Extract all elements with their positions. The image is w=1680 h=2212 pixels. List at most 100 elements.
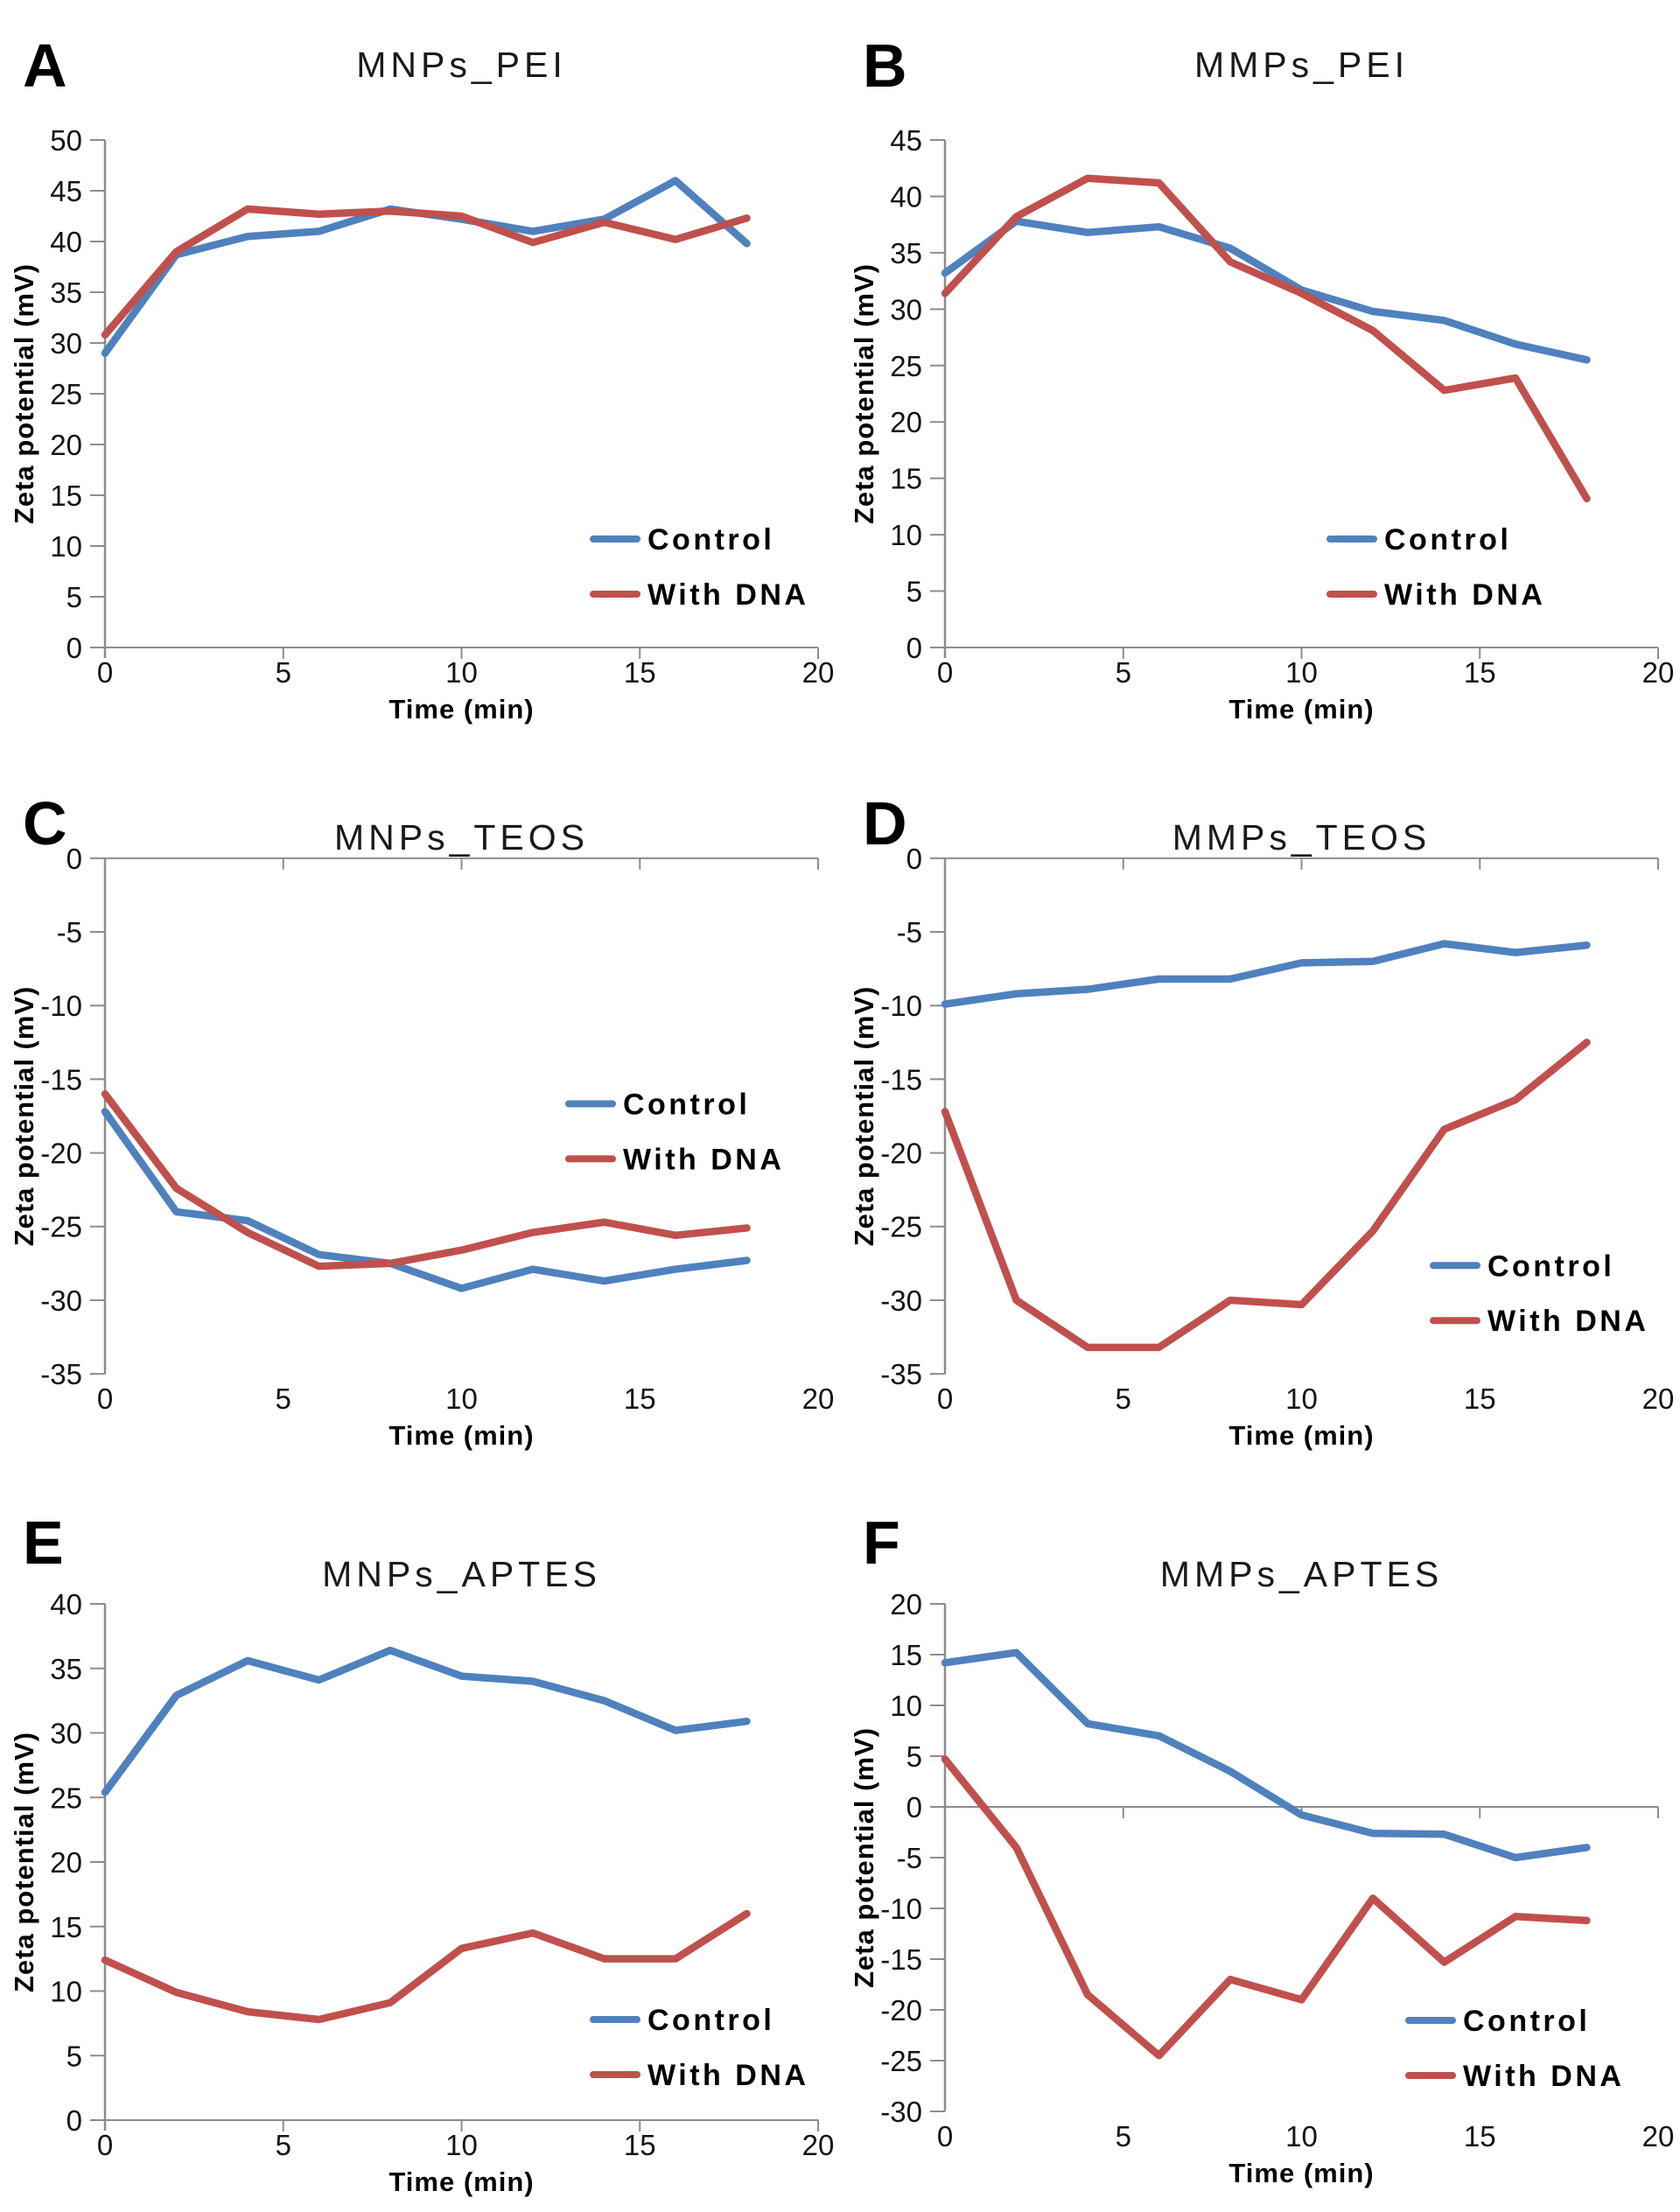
- panel-f-chart: F MMPs_APTES -30 -25 -20 -15 -10 -5 0 5 10 15 20 0 5 10…: [849, 1508, 1675, 2188]
- x-tick-label: 5: [1116, 1382, 1131, 1415]
- y-tick-label: 35: [50, 1653, 82, 1685]
- legend-with-dna-label: With DNA: [1488, 1305, 1648, 1338]
- panel-title: MNPs_APTES: [322, 1554, 601, 1594]
- y-tick-label: -10: [880, 990, 922, 1022]
- x-tick-label: 0: [97, 1382, 113, 1415]
- y-tick-label: 0: [66, 2104, 82, 2137]
- x-tick-label: 5: [276, 2129, 291, 2161]
- x-tick-label: 10: [1285, 656, 1318, 689]
- y-tick-label: 20: [890, 406, 922, 438]
- control-series-line: [941, 217, 1591, 364]
- y-tick-label: -10: [880, 1893, 922, 1925]
- control-series-line: [941, 1648, 1591, 1862]
- y-tick-label: 30: [50, 327, 82, 360]
- y-tick-label: -35: [880, 1358, 922, 1390]
- with-dna-series-line: [101, 1909, 751, 2024]
- y-tick-label: -30: [880, 2096, 922, 2128]
- control-series-line: [101, 1108, 751, 1292]
- x-tick-label: 0: [937, 656, 953, 689]
- panel-c-chart: C MNPs_TEOS -35 -30 -25 -20 -15 -10 -5 0 0 5 10 15 20 T…: [9, 789, 835, 1451]
- y-tick-label: 15: [50, 1911, 82, 1943]
- y-tick-label: 50: [50, 124, 82, 157]
- legend-control-label: Control: [1488, 1250, 1614, 1283]
- y-tick-label: 0: [906, 632, 922, 664]
- y-tick-label: 0: [66, 632, 82, 664]
- x-tick-label: 10: [445, 1382, 478, 1415]
- x-tick-label: 5: [276, 1382, 291, 1415]
- panel-title: MMPs_PEI: [1194, 45, 1409, 85]
- panel-letter: F: [863, 1508, 900, 1577]
- legend-with-dna-label: With DNA: [623, 1143, 784, 1176]
- x-tick-label: 15: [624, 1382, 656, 1415]
- panel-b-chart: B MMPs_PEI 0 5 10 15 20 25 30 35 40 45 0 5 10 15 20 Time …: [849, 32, 1675, 724]
- y-tick-label: 0: [66, 843, 82, 875]
- x-tick-label: 0: [937, 1382, 953, 1415]
- with-dna-series-line: [941, 174, 1591, 503]
- control-series-line: [941, 940, 1591, 1008]
- with-dna-series-line: [101, 205, 751, 339]
- x-tick-label: 20: [1642, 1382, 1675, 1415]
- y-tick-label: -30: [880, 1284, 922, 1317]
- x-tick-label: 20: [802, 656, 835, 689]
- x-tick-label: 15: [1464, 2120, 1496, 2152]
- legend-with-dna-label: With DNA: [648, 578, 808, 612]
- y-tick-label: 25: [890, 350, 922, 382]
- y-axis-title: Zeta potential (mV): [9, 263, 39, 524]
- y-axis-title: Zeta potential (mV): [849, 263, 879, 524]
- x-axis-title: Time (min): [388, 694, 534, 724]
- control-series-line: [101, 177, 751, 357]
- x-tick-label: 20: [802, 1382, 835, 1415]
- y-tick-label: -5: [897, 916, 922, 948]
- legend-with-dna-label: With DNA: [1463, 2060, 1624, 2093]
- y-tick-label: 30: [50, 1718, 82, 1750]
- panel-e: E MNPs_APTES 0 5 10 15 20 25 30 35 40 0 5 10 15 20 Time …: [0, 1474, 840, 2212]
- x-tick-label: 20: [1642, 656, 1675, 689]
- y-tick-label: 20: [50, 1846, 82, 1879]
- x-tick-label: 20: [1642, 2120, 1675, 2152]
- y-tick-label: 45: [890, 124, 922, 157]
- with-dna-series-line: [941, 1039, 1591, 1352]
- y-tick-label: -25: [880, 2045, 922, 2077]
- y-tick-label: 35: [890, 237, 922, 270]
- panel-letter: E: [23, 1508, 64, 1577]
- x-axis-title: Time (min): [388, 2166, 534, 2197]
- y-tick-label: 45: [50, 175, 82, 207]
- panel-a-chart: A MNPs_PEI 0 5 10 15 20 25 30 35 40 45 50 0 5 10 15 20 Tim…: [9, 32, 835, 724]
- y-tick-label: 5: [66, 581, 82, 613]
- panel-letter: A: [23, 32, 67, 100]
- panel-e-chart: E MNPs_APTES 0 5 10 15 20 25 30 35 40 0 5 10 15 20 Time …: [9, 1508, 834, 2197]
- y-tick-label: -20: [40, 1138, 82, 1170]
- x-axis-title: Time (min): [1228, 694, 1374, 724]
- x-tick-label: 10: [1285, 1382, 1318, 1415]
- x-axis-title: Time (min): [388, 1420, 534, 1451]
- y-tick-label: -5: [57, 916, 82, 948]
- panel-title: MMPs_TEOS: [1172, 817, 1432, 858]
- x-tick-label: 15: [1464, 656, 1496, 689]
- y-tick-label: 5: [66, 2040, 82, 2072]
- legend-with-dna-label: With DNA: [648, 2059, 808, 2092]
- y-tick-label: 20: [890, 1588, 922, 1620]
- y-tick-label: 10: [50, 1976, 82, 2008]
- y-tick-label: 10: [50, 530, 82, 563]
- panel-title: MNPs_TEOS: [334, 817, 589, 858]
- legend-control-label: Control: [623, 1088, 750, 1122]
- y-tick-label: -5: [897, 1842, 922, 1874]
- y-tick-label: 25: [50, 1782, 82, 1814]
- panel-letter: D: [863, 789, 907, 858]
- y-tick-label: -25: [880, 1211, 922, 1243]
- panel-c: C MNPs_TEOS -35 -30 -25 -20 -15 -10 -5 0 0 5 10 15 20 T…: [0, 738, 840, 1474]
- y-tick-label: 40: [50, 1588, 82, 1620]
- y-tick-label: 5: [906, 576, 922, 608]
- y-tick-label: 35: [50, 276, 82, 309]
- x-axis-title: Time (min): [1228, 2158, 1374, 2188]
- panel-letter: C: [23, 789, 67, 858]
- y-tick-label: 40: [50, 226, 82, 258]
- y-tick-label: -15: [40, 1063, 82, 1096]
- panel-letter: B: [863, 32, 907, 100]
- y-tick-label: -20: [880, 1994, 922, 2026]
- legend-control-label: Control: [648, 2004, 774, 2037]
- x-tick-label: 10: [1285, 2120, 1318, 2152]
- y-tick-label: 15: [890, 463, 922, 495]
- x-tick-label: 0: [97, 2129, 113, 2161]
